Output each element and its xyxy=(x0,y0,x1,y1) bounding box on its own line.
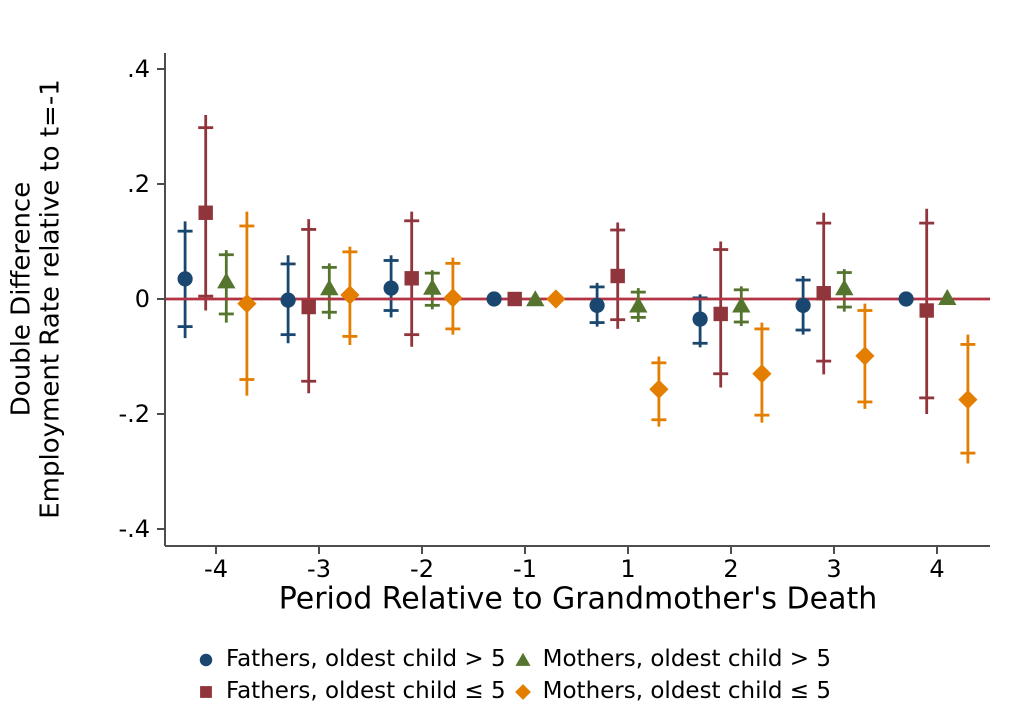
marker-diamond xyxy=(443,288,463,308)
marker-square xyxy=(610,268,625,284)
x-tick-label: -4 xyxy=(204,555,228,583)
marker-diamond xyxy=(752,364,772,384)
legend-item-mothers-oldest-le5: Mothers, oldest child ≤ 5 xyxy=(510,678,831,704)
legend-label: Mothers, oldest child > 5 xyxy=(542,646,832,672)
y-axis-title-line2: Employment Rate relative to t=-1 xyxy=(36,79,66,519)
legend-square-icon xyxy=(200,686,212,698)
legend-circle-icon xyxy=(199,653,213,667)
marker-diamond xyxy=(649,379,669,399)
marker-triangle xyxy=(320,279,339,296)
marker-circle xyxy=(589,297,605,313)
x-tick-label: -1 xyxy=(513,555,537,583)
legend-label: Mothers, oldest child ≤ 5 xyxy=(542,678,832,704)
ci-spikes xyxy=(177,115,976,464)
marker-circle xyxy=(280,292,296,308)
marker-triangle xyxy=(629,296,648,313)
marker-triangle xyxy=(835,279,854,296)
marker-circle xyxy=(795,297,811,313)
marker-triangle xyxy=(938,289,957,306)
marker-diamond xyxy=(237,294,257,314)
legend-item-fathers-oldest-gt5: Fathers, oldest child > 5 xyxy=(193,646,506,672)
x-tick-label: 1 xyxy=(620,555,635,583)
y-tick-label: .2 xyxy=(127,170,150,198)
marker-square xyxy=(301,299,316,315)
legend-row-2: Fathers, oldest child ≤ 5 Mothers, oldes… xyxy=(193,678,831,704)
y-tick-label: 0 xyxy=(135,285,150,313)
x-tick-label: 2 xyxy=(723,555,738,583)
markers xyxy=(177,205,978,410)
marker-square xyxy=(198,205,213,220)
marker-circle xyxy=(383,280,399,296)
marker-square xyxy=(919,303,934,318)
marker-triangle xyxy=(732,296,751,313)
legend-item-mothers-oldest-gt5: Mothers, oldest child > 5 xyxy=(510,646,831,672)
marker-circle xyxy=(177,271,193,287)
marker-circle xyxy=(486,291,502,307)
y-tick-label: -.4 xyxy=(118,515,150,543)
marker-circle xyxy=(692,311,708,327)
x-tick-label: -2 xyxy=(410,555,434,583)
y-tick-label: -.2 xyxy=(118,400,150,428)
legend: Fathers, oldest child > 5 Mothers, oldes… xyxy=(0,646,1024,704)
marker-triangle xyxy=(217,272,236,289)
legend-row-1: Fathers, oldest child > 5 Mothers, oldes… xyxy=(193,646,831,672)
legend-label: Fathers, oldest child ≤ 5 xyxy=(225,678,506,704)
marker-circle xyxy=(898,291,914,307)
y-axis-title: Double Difference Employment Rate relati… xyxy=(6,79,67,519)
marker-diamond xyxy=(958,390,978,410)
legend-triangle-icon xyxy=(515,652,531,666)
legend-diamond-icon xyxy=(514,684,531,700)
marker-triangle xyxy=(423,278,442,295)
marker-diamond xyxy=(546,289,566,309)
marker-square xyxy=(404,271,419,286)
marker-square xyxy=(816,286,831,301)
legend-item-fathers-oldest-le5: Fathers, oldest child ≤ 5 xyxy=(193,678,506,704)
tick-labels: .4 .2 0 -.2 -.4 -4 -3 -2 -1 1 2 3 4 xyxy=(118,55,944,583)
marker-triangle xyxy=(526,290,545,307)
legend-label: Fathers, oldest child > 5 xyxy=(225,646,506,672)
x-tick-label: 3 xyxy=(826,555,841,583)
x-axis-title: Period Relative to Grandmother's Death xyxy=(278,581,878,617)
x-tick-label: 4 xyxy=(929,555,944,583)
marker-diamond xyxy=(855,346,875,366)
y-tick-label: .4 xyxy=(127,55,150,83)
marker-square xyxy=(507,291,522,307)
marker-square xyxy=(713,306,728,322)
x-tick-label: -3 xyxy=(307,555,331,583)
marker-diamond xyxy=(340,285,360,305)
axes xyxy=(157,53,990,554)
y-axis-title-line1: Double Difference xyxy=(6,181,37,417)
